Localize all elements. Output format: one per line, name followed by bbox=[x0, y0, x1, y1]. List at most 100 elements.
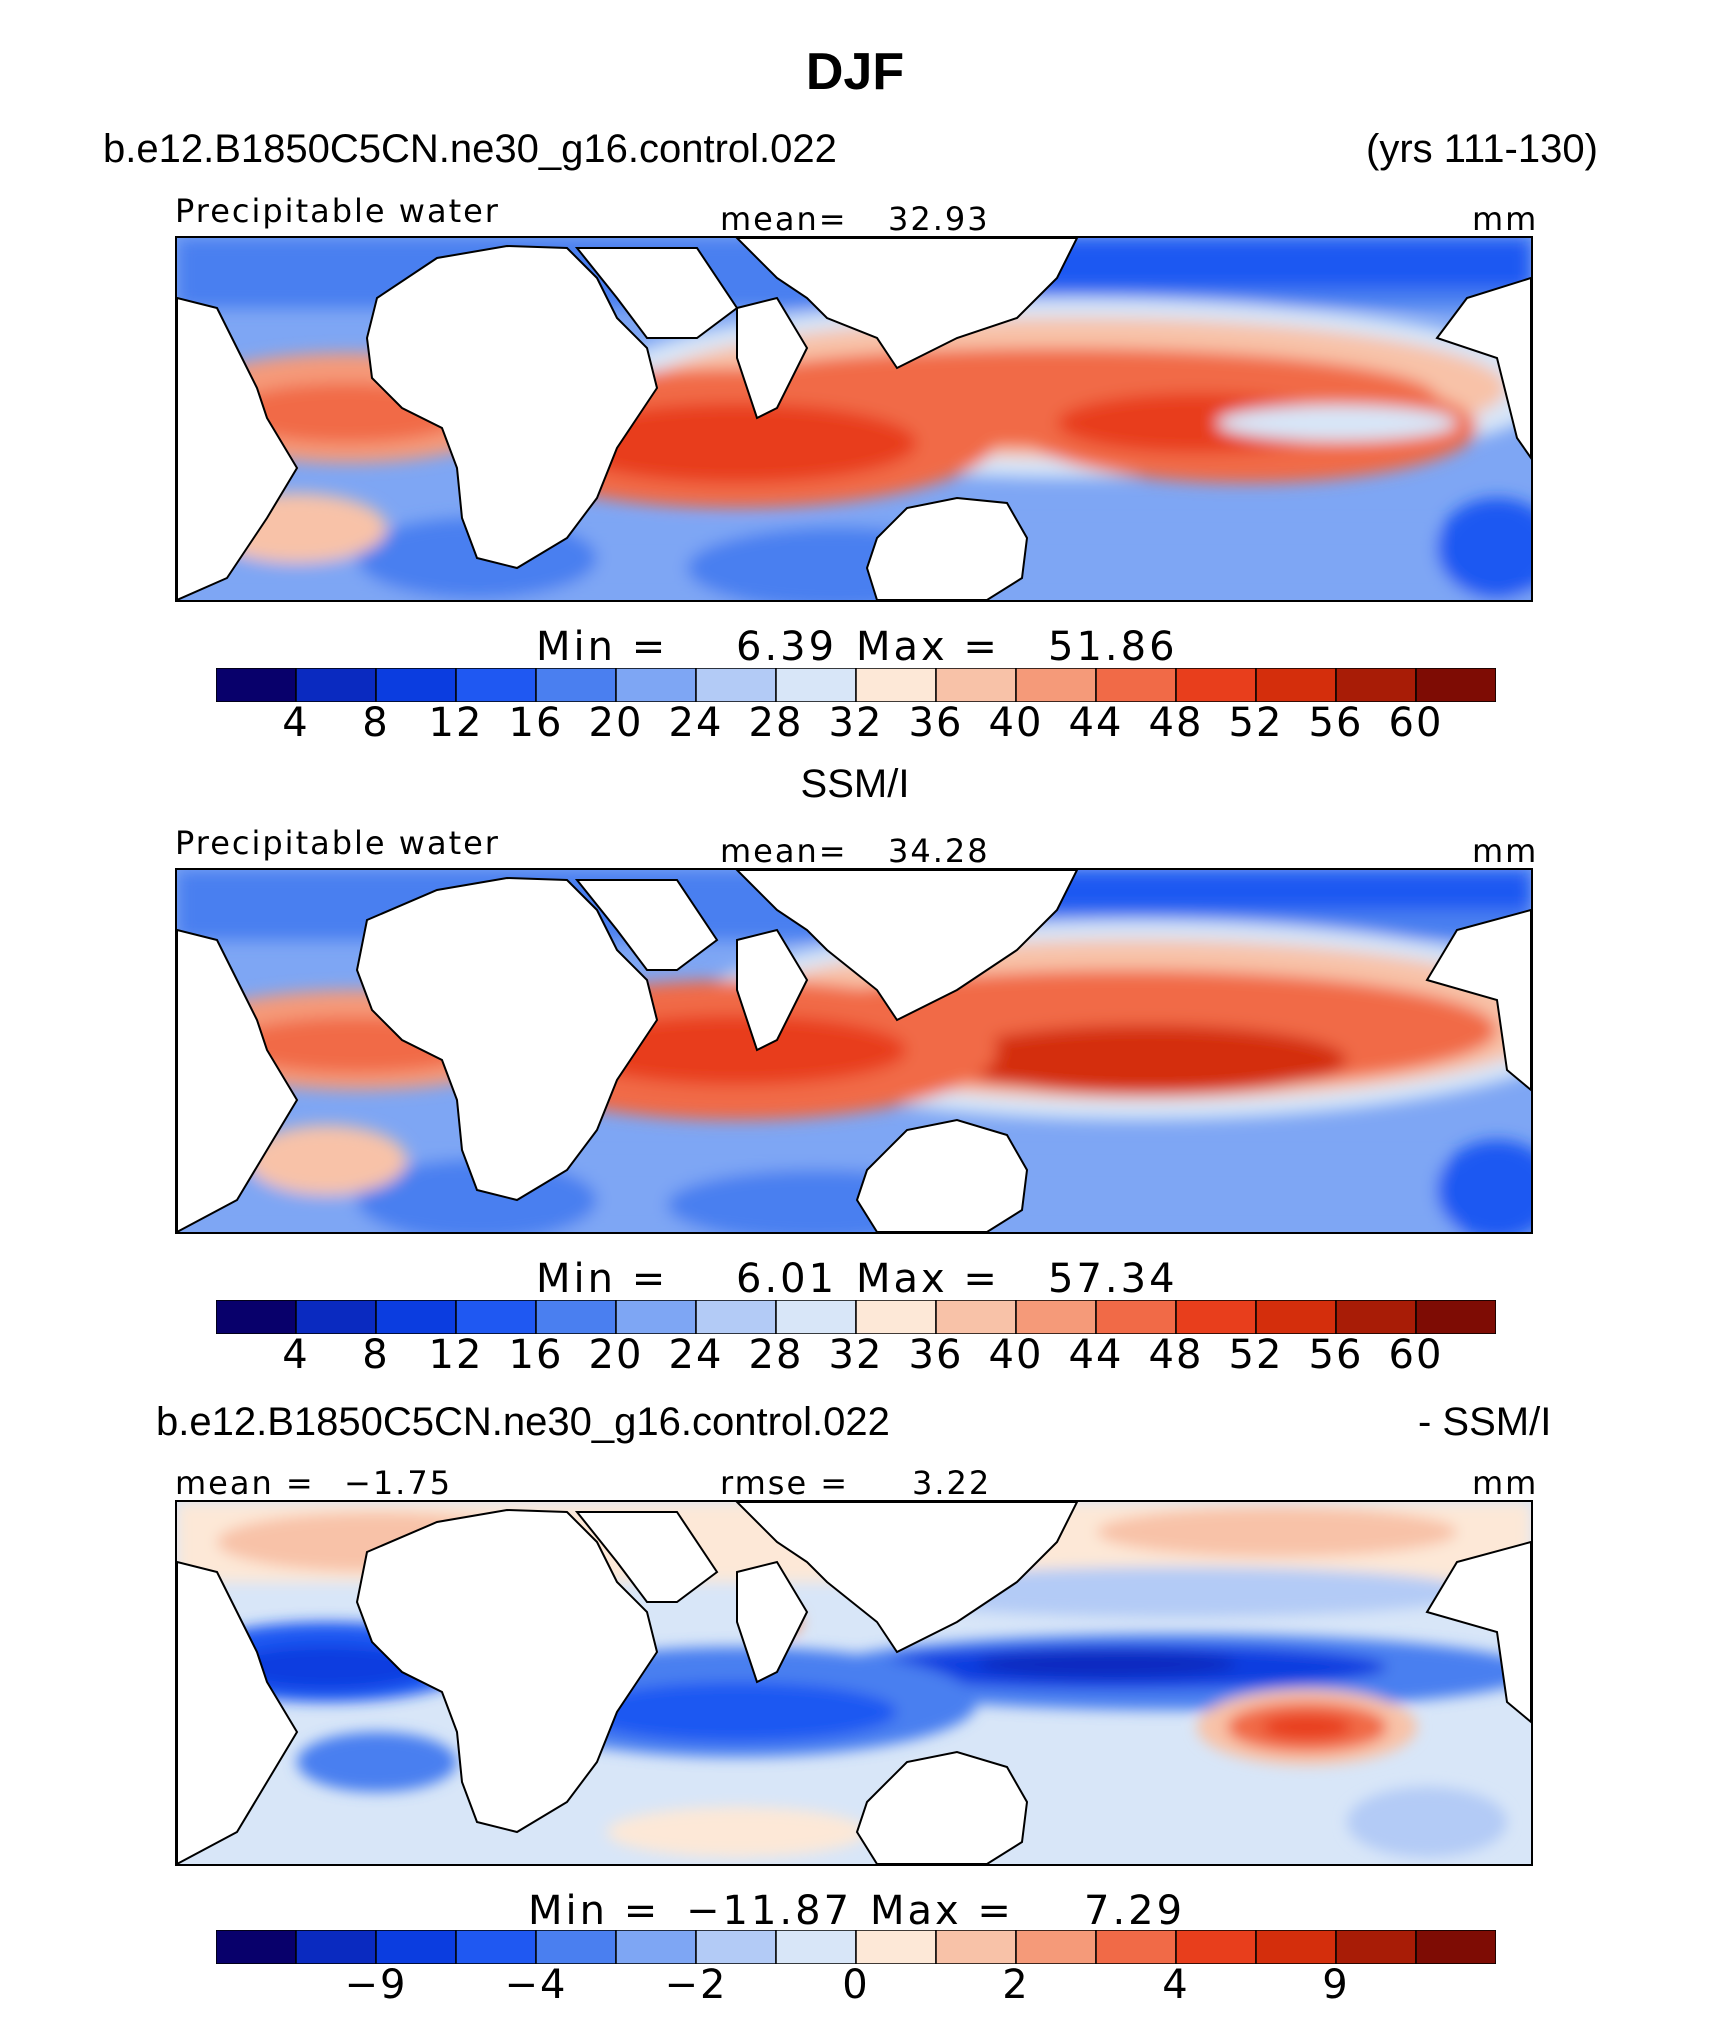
colorbar-box-7 bbox=[775, 668, 857, 702]
panel2-max-label: Max = bbox=[856, 1256, 1000, 1302]
colorbar-box-5 bbox=[615, 668, 697, 702]
colorbar-tick-label: 52 bbox=[1228, 1332, 1284, 1378]
panel3-max-value: 7.29 bbox=[1084, 1888, 1186, 1934]
colorbar-tick-label: 12 bbox=[428, 700, 484, 746]
colorbar-box-10 bbox=[1015, 668, 1097, 702]
panel3-land bbox=[177, 1502, 1531, 1864]
colorbar-tick-label: 36 bbox=[908, 700, 964, 746]
colorbar-tick-label: 32 bbox=[828, 1332, 884, 1378]
colorbar-box-6 bbox=[695, 668, 777, 702]
colorbar-box-12 bbox=[1175, 1300, 1257, 1334]
colorbar-box-1 bbox=[295, 1930, 377, 1964]
panel3-mean-value: −1.75 bbox=[344, 1464, 453, 1502]
colorbar-box-4 bbox=[535, 1300, 617, 1334]
colorbar-box-9 bbox=[935, 668, 1017, 702]
colorbar-tick-label: 56 bbox=[1308, 1332, 1364, 1378]
colorbar-box-13 bbox=[1255, 668, 1337, 702]
colorbar-box-10 bbox=[1015, 1300, 1097, 1334]
colorbar-box-5 bbox=[615, 1300, 697, 1334]
colorbar-box-11 bbox=[1095, 668, 1177, 702]
panel1-min-value: 6.39 bbox=[736, 624, 838, 670]
colorbar-tick-label: 40 bbox=[988, 700, 1044, 746]
colorbar-tick-label: 12 bbox=[428, 1332, 484, 1378]
colorbar-box-9 bbox=[935, 1930, 1017, 1964]
panel3-header-right: - SSM/I bbox=[1418, 1400, 1552, 1444]
panel3-map bbox=[175, 1500, 1533, 1866]
colorbar-tick-label: 48 bbox=[1148, 1332, 1204, 1378]
colorbar-box-15 bbox=[1415, 668, 1496, 702]
colorbar-tick-label: 4 bbox=[282, 1332, 310, 1378]
colorbar-box-5 bbox=[615, 1930, 697, 1964]
arabia-shape bbox=[574, 1511, 719, 1603]
figure-title: DJF bbox=[805, 43, 905, 101]
panel1-map bbox=[175, 236, 1533, 602]
africa-shape bbox=[365, 244, 659, 570]
panel1-max-value: 51.86 bbox=[1048, 624, 1178, 670]
colorbar-box-15 bbox=[1415, 1930, 1496, 1964]
panel1-min-label: Min = bbox=[536, 624, 669, 670]
colorbar-tick-label: 40 bbox=[988, 1332, 1044, 1378]
colorbar-tick-label: 60 bbox=[1388, 1332, 1444, 1378]
panel3-mean-label: mean = bbox=[175, 1464, 315, 1502]
americas-west-shape bbox=[177, 1560, 299, 1864]
colorbar-box-12 bbox=[1175, 1930, 1257, 1964]
panel1-mean-label: mean= bbox=[720, 200, 848, 238]
colorbar-box-14 bbox=[1335, 1930, 1417, 1964]
panel1-max-label: Max = bbox=[856, 624, 1000, 670]
colorbar-tick-label: 4 bbox=[1162, 1962, 1190, 2008]
colorbar-box-6 bbox=[695, 1300, 777, 1334]
colorbar-box-14 bbox=[1335, 668, 1417, 702]
panel2-map bbox=[175, 868, 1533, 1234]
panel2-min-label: Min = bbox=[536, 1256, 669, 1302]
australia-shape bbox=[855, 1118, 1029, 1232]
panel2-mean-value: 34.28 bbox=[888, 832, 990, 870]
panel1-units: mm bbox=[1472, 200, 1539, 238]
colorbar-tick-label: 52 bbox=[1228, 700, 1284, 746]
colorbar-box-13 bbox=[1255, 1930, 1337, 1964]
colorbar-tick-label: 56 bbox=[1308, 700, 1364, 746]
panel2-min-value: 6.01 bbox=[736, 1256, 838, 1302]
panel3-colorbar bbox=[216, 1930, 1496, 1964]
panel2-mean-label: mean= bbox=[720, 832, 848, 870]
colorbar-tick-label: 24 bbox=[668, 1332, 724, 1378]
panel3-map-svg bbox=[177, 1502, 1531, 1864]
colorbar-box-4 bbox=[535, 1930, 617, 1964]
colorbar-box-2 bbox=[375, 668, 457, 702]
asia-shape bbox=[735, 238, 1079, 370]
colorbar-tick-label: 20 bbox=[588, 1332, 644, 1378]
colorbar-tick-label: 8 bbox=[362, 1332, 390, 1378]
australia-shape bbox=[865, 496, 1029, 600]
colorbar-box-6 bbox=[695, 1930, 777, 1964]
arabia-shape bbox=[574, 247, 739, 339]
panel2-variable-label: Precipitable water bbox=[175, 824, 500, 862]
colorbar-box-0 bbox=[216, 1930, 297, 1964]
colorbar-box-10 bbox=[1015, 1930, 1097, 1964]
colorbar-box-8 bbox=[855, 668, 937, 702]
panel2-max-value: 57.34 bbox=[1048, 1256, 1178, 1302]
panel1-colorbar-ticks: 4 8 12 16 20 24 28 32 36 40 44 48 52 56 60 bbox=[216, 700, 1496, 750]
colorbar-tick-label: −9 bbox=[344, 1962, 408, 2008]
colorbar-box-2 bbox=[375, 1300, 457, 1334]
panel1-land bbox=[177, 238, 1531, 600]
colorbar-box-0 bbox=[216, 668, 297, 702]
africa-shape bbox=[355, 1508, 659, 1834]
colorbar-tick-label: 60 bbox=[1388, 700, 1444, 746]
colorbar-tick-label: 36 bbox=[908, 1332, 964, 1378]
colorbar-tick-label: −4 bbox=[504, 1962, 568, 2008]
colorbar-box-1 bbox=[295, 668, 377, 702]
panel2-colorbar-ticks: 4 8 12 16 20 24 28 32 36 40 44 48 52 56 60 bbox=[216, 1332, 1496, 1382]
panel2-land bbox=[177, 870, 1531, 1232]
colorbar-tick-label: 8 bbox=[362, 700, 390, 746]
colorbar-tick-label: 2 bbox=[1002, 1962, 1030, 2008]
panel1-header-left: b.e12.B1850C5CN.ne30_g16.control.022 bbox=[103, 127, 837, 171]
panel1-variable-label: Precipitable water bbox=[175, 192, 500, 230]
americas-east-shape bbox=[1425, 908, 1531, 1092]
panel3-max-label: Max = bbox=[870, 1888, 1014, 1934]
colorbar-box-9 bbox=[935, 1300, 1017, 1334]
colorbar-tick-label: 44 bbox=[1068, 700, 1124, 746]
colorbar-box-11 bbox=[1095, 1930, 1177, 1964]
colorbar-box-15 bbox=[1415, 1300, 1496, 1334]
colorbar-tick-label: 48 bbox=[1148, 700, 1204, 746]
india-shape bbox=[736, 928, 809, 1052]
arabia-shape bbox=[574, 879, 719, 971]
